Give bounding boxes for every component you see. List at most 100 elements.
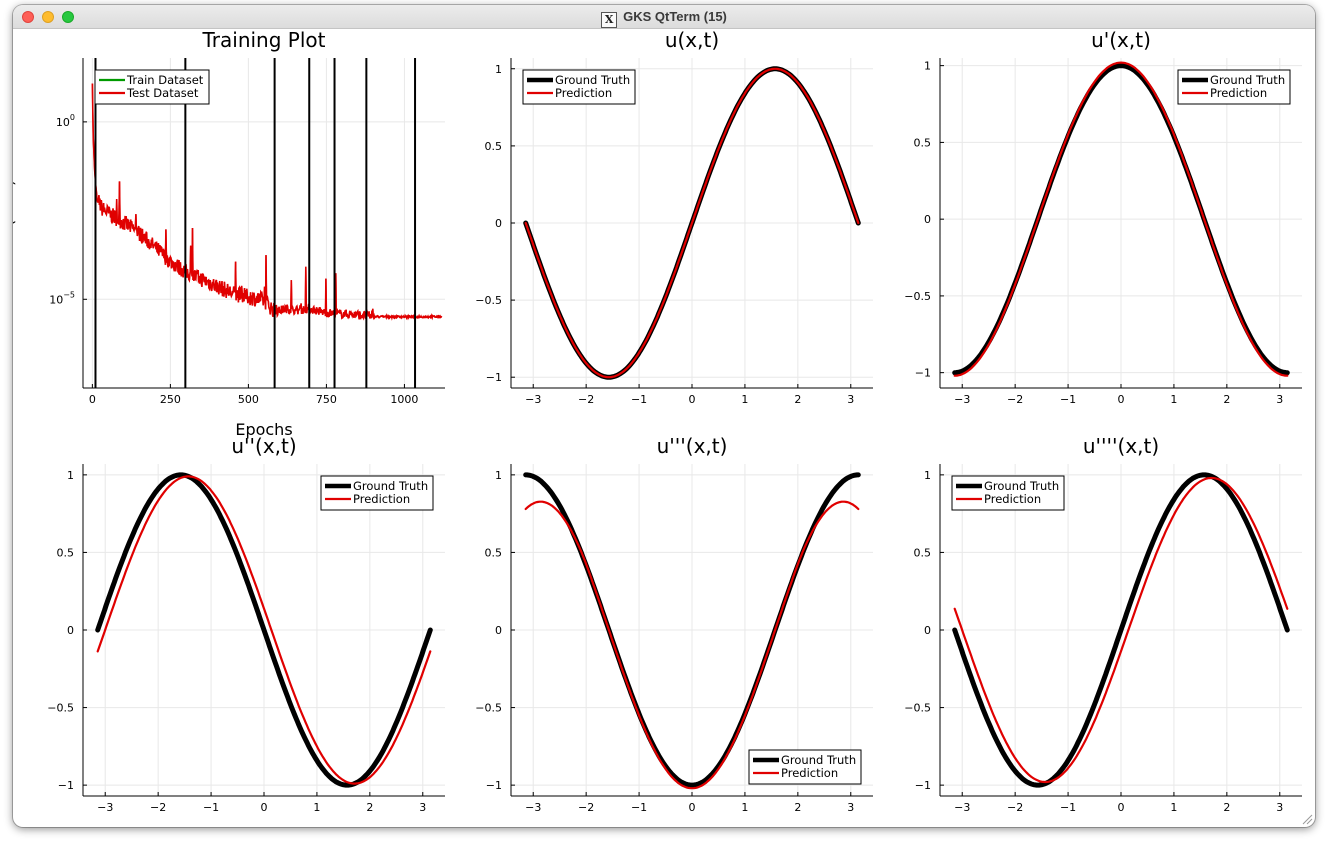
y-tick-base: 10 [56,116,70,129]
plot-area [523,66,861,380]
y-tick-label: −1 [486,371,502,384]
y-tick-label: 1 [495,469,502,482]
x-axis-label: Epochs [235,420,292,439]
chart-6: −3 −2 −1 0 1 2 3 −1 −0.5 0 0.5 1 u''''(x,t) Ground Tr… [904,434,1302,814]
legend-label: Prediction [353,492,410,506]
x-tick-label: 0 [1118,801,1125,814]
x-tick-label: −3 [954,393,970,406]
x-tick-label: −3 [525,801,541,814]
x-tick-label: −1 [1060,801,1076,814]
chart-title: u(x,t) [665,29,719,52]
x-tick-label: 3 [1276,801,1283,814]
legend-box [951,475,1065,511]
legend-label: Test Dataset [126,86,199,100]
x-tick-label: 1 [313,801,320,814]
x-tick-label: 0 [261,801,268,814]
y-tick-base: 10 [49,293,63,306]
x-tick-label: −2 [1007,393,1023,406]
y-tick-label: 0.5 [914,546,932,559]
ground-truth-line [95,472,433,788]
legend-label: Prediction [984,492,1041,506]
x-tick-label: 1 [741,393,748,406]
train-loss-line [91,83,443,321]
close-button[interactable] [22,11,34,23]
chart-title: u''''(x,t) [1083,434,1159,458]
chart-title: u'(x,t) [1091,29,1151,52]
x-tick-label: −1 [1060,393,1076,406]
resize-grip-icon[interactable] [1301,813,1313,825]
x-tick-label: 2 [1223,801,1230,814]
y-tick-label: −1 [915,779,931,792]
prediction-line [524,67,860,379]
x-tick-label: −2 [578,393,594,406]
ground-truth-line [952,472,1290,788]
prediction-line [953,61,1289,377]
x-tick-label: −1 [203,801,219,814]
chart-title: u''(x,t) [231,434,296,458]
y-tick-label: 0.5 [914,136,932,149]
y-tick-label: 0 [924,213,931,226]
y-tick-label: 100 [56,113,75,129]
x-tick-label: 500 [238,393,259,406]
x-tick-label: 1 [741,801,748,814]
x-tick-label: 2 [794,393,801,406]
x-tick-label: 1 [1170,801,1177,814]
x-tick-label: −3 [525,393,541,406]
plot-area [95,472,433,788]
maximize-button[interactable] [62,11,74,23]
legend-label: Ground Truth [1210,73,1285,87]
legend-box [94,69,210,105]
y-tick-label: 1 [924,60,931,73]
y-tick-label: 1 [495,63,502,76]
x-tick-label: −1 [631,801,647,814]
x-tick-label: 3 [847,393,854,406]
y-tick-label: 0 [495,624,502,637]
title-bar[interactable]: X GKS QtTerm (15) [13,5,1315,29]
y-axis-label: Loss (MSE) [13,180,17,267]
legend-label: Prediction [1210,86,1267,100]
y-tick-label: 10−5 [49,290,75,306]
legend-label: Ground Truth [555,73,630,87]
y-tick-label: −1 [58,779,74,792]
plot-area [523,472,861,790]
x-tick-label: −1 [631,393,647,406]
x-tick-label: 2 [366,801,373,814]
window-title: GKS QtTerm (15) [623,9,727,24]
y-tick-label: 0 [924,624,931,637]
legend-label: Train Dataset [126,73,204,87]
app-window: X GKS QtTerm (15) 0 250 500 750 1000 100 10−5 Tr… [13,5,1315,827]
plot-area [952,61,1290,377]
x-tick-label: 0 [1118,393,1125,406]
y-tick-label: 1 [924,469,931,482]
x-tick-label: −2 [150,801,166,814]
x-tick-label: 0 [89,393,96,406]
legend-box [320,475,434,511]
y-tick-label: 1 [67,469,74,482]
legend-label: Ground Truth [781,753,856,767]
window-title-wrap: X GKS QtTerm (15) [13,9,1315,28]
legend-label: Prediction [555,86,612,100]
x-tick-label: 0 [689,393,696,406]
y-tick-label: −1 [486,779,502,792]
minimize-button[interactable] [42,11,54,23]
prediction-line [96,475,432,785]
x-tick-label: 1 [1170,393,1177,406]
y-tick-label: −0.5 [47,702,74,715]
legend-box [1177,69,1291,105]
chart-4: −3 −2 −1 0 1 2 3 −1 −0.5 0 0.5 1 u''(x,t) Ground Trut… [47,434,445,814]
legend-label: Ground Truth [984,479,1059,493]
plot-area [952,472,1290,788]
prediction-line [953,476,1289,784]
chart-title: u'''(x,t) [657,434,728,458]
y-tick-label: 0.5 [57,546,75,559]
x-tick-label: 3 [419,801,426,814]
x-tick-label: 1000 [390,393,418,406]
